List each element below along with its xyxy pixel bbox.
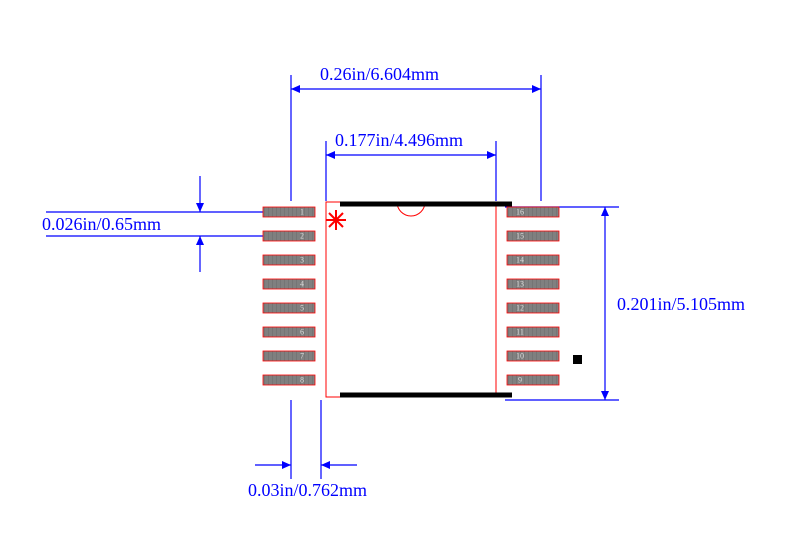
fiducial-square <box>573 355 582 364</box>
ic-outline <box>326 202 496 397</box>
pin-number: 7 <box>300 351 304 360</box>
pin-number: 12 <box>516 303 524 312</box>
pin-3: 3 <box>263 255 315 265</box>
svg-text:0.201in/5.105mm: 0.201in/5.105mm <box>617 294 745 314</box>
pin-number: 5 <box>300 303 304 312</box>
pin-8: 8 <box>263 375 315 385</box>
svg-text:0.177in/4.496mm: 0.177in/4.496mm <box>335 130 463 150</box>
pin1-marker <box>326 210 346 230</box>
pin-16: 16 <box>507 207 559 217</box>
pin-number: 6 <box>300 327 304 336</box>
pins-right: 16 15 14 13 12 11 10 9 <box>507 207 559 385</box>
dim-body-width: 0.177in/4.496mm <box>326 130 496 201</box>
pin-number: 4 <box>300 279 304 288</box>
pin-number: 15 <box>516 231 524 240</box>
pin-number: 14 <box>516 255 524 264</box>
dimensions-group: 0.26in/6.604mm 0.177in/4.496mm 0.201in/5.1… <box>42 64 745 500</box>
pin-13: 13 <box>507 279 559 289</box>
pin-5: 5 <box>263 303 315 313</box>
pin-number: 16 <box>516 207 524 216</box>
svg-text:0.03in/0.762mm: 0.03in/0.762mm <box>248 480 367 500</box>
pin-7: 7 <box>263 351 315 361</box>
svg-text:0.026in/0.65mm: 0.026in/0.65mm <box>42 214 161 234</box>
pin-15: 15 <box>507 231 559 241</box>
pin-9: 9 <box>507 375 559 385</box>
dim-pin-pitch: 0.026in/0.65mm <box>42 176 268 272</box>
pin-11: 11 <box>507 327 559 337</box>
pin-6: 6 <box>263 327 315 337</box>
pin-number: 10 <box>516 351 524 360</box>
pin-number: 1 <box>300 207 304 216</box>
pin-1: 1 <box>263 207 315 217</box>
pin-number: 13 <box>516 279 524 288</box>
pin-12: 12 <box>507 303 559 313</box>
pin-number: 2 <box>300 231 304 240</box>
pins-left: 1 2 3 4 5 6 7 8 <box>263 207 315 385</box>
svg-text:0.26in/6.604mm: 0.26in/6.604mm <box>320 64 439 84</box>
pin-number: 8 <box>300 375 304 384</box>
dim-pin-inset: 0.03in/0.762mm <box>248 400 367 500</box>
pin-number: 3 <box>300 255 304 264</box>
pin-4: 4 <box>263 279 315 289</box>
pin-10: 10 <box>507 351 559 361</box>
pin-number: 11 <box>516 327 524 336</box>
pin-2: 2 <box>263 231 315 241</box>
pin-number: 9 <box>518 375 522 384</box>
pin-14: 14 <box>507 255 559 265</box>
